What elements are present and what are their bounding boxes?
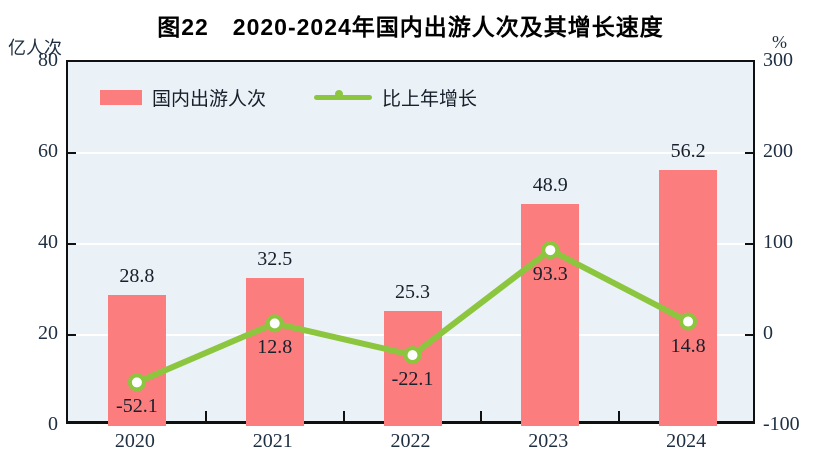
bar-value-label: 32.5 bbox=[257, 248, 293, 271]
bar-value-label: 48.9 bbox=[532, 173, 568, 196]
chart-title: 图22 2020-2024年国内出游人次及其增长速度 bbox=[157, 14, 664, 40]
line-value-label: 12.8 bbox=[257, 336, 293, 359]
legend: 国内出游人次 比上年增长 bbox=[100, 84, 477, 111]
right-axis-tick-label: 300 bbox=[763, 49, 793, 71]
left-axis-tick bbox=[68, 334, 76, 336]
line-series-swatch bbox=[314, 90, 373, 105]
grid-line bbox=[68, 152, 753, 154]
x-axis-label-2024: 2024 bbox=[666, 430, 707, 452]
bar-2023 bbox=[521, 203, 580, 426]
bar-2024 bbox=[659, 170, 718, 426]
line-point-2022 bbox=[403, 346, 422, 365]
right-axis-unit-label: % bbox=[772, 32, 787, 52]
legend-line-segment bbox=[314, 95, 373, 100]
bar-value-label: 25.3 bbox=[395, 280, 430, 303]
left-axis-tick-label: 40 bbox=[38, 231, 58, 253]
x-axis-tick bbox=[480, 411, 483, 421]
line-point-2024 bbox=[679, 312, 698, 331]
left-axis-tick-label: 0 bbox=[48, 413, 58, 435]
left-axis-tick bbox=[68, 152, 76, 154]
right-axis-tick-label: 0 bbox=[763, 322, 773, 344]
x-axis-tick bbox=[618, 411, 621, 421]
left-axis-tick-label: 20 bbox=[38, 322, 58, 344]
line-point-2023 bbox=[541, 241, 560, 260]
bar-series-swatch bbox=[100, 90, 142, 105]
bar-2022 bbox=[383, 310, 442, 426]
right-axis-tick-label: -100 bbox=[763, 413, 800, 435]
line-value-label: 14.8 bbox=[670, 334, 706, 357]
legend-bar-label: 国内出游人次 bbox=[152, 89, 267, 110]
left-axis-unit-label: 亿人次 bbox=[8, 38, 62, 58]
x-axis-label-2022: 2022 bbox=[390, 430, 431, 452]
bar-value-label: 56.2 bbox=[670, 140, 706, 163]
grid-line bbox=[68, 243, 753, 245]
line-point-2020 bbox=[127, 373, 146, 392]
right-axis-tick-label: 100 bbox=[763, 231, 793, 253]
legend-line-marker bbox=[335, 90, 344, 98]
bar-2020 bbox=[107, 294, 166, 426]
x-axis-tick bbox=[342, 411, 345, 421]
right-axis-tick bbox=[745, 334, 753, 336]
line-value-label: -52.1 bbox=[116, 395, 158, 418]
plot-area: 28.8 32.5 25.3 48.9 56.2 -52.1 12.8 -22.1 93.3 14… bbox=[66, 60, 755, 426]
right-axis-tick bbox=[745, 243, 753, 245]
left-axis-tick-label: 60 bbox=[38, 140, 58, 162]
right-axis-tick bbox=[745, 152, 753, 154]
x-axis-label-2023: 2023 bbox=[528, 430, 569, 452]
x-axis-label-2021: 2021 bbox=[252, 430, 293, 452]
line-value-label: -22.1 bbox=[391, 368, 434, 391]
x-axis-label-2020: 2020 bbox=[114, 430, 155, 452]
left-axis-tick bbox=[68, 243, 76, 245]
line-series-layer bbox=[127, 241, 698, 392]
bar-value-label: 28.8 bbox=[119, 264, 155, 287]
left-axis-tick-label: 80 bbox=[38, 49, 58, 71]
legend-line-label: 比上年增长 bbox=[382, 89, 478, 110]
right-axis-tick-label: 200 bbox=[763, 140, 793, 162]
line-value-label: 93.3 bbox=[532, 263, 568, 286]
line-point-2021 bbox=[265, 314, 284, 333]
bar-2021 bbox=[245, 278, 304, 426]
x-axis-tick bbox=[204, 411, 207, 421]
